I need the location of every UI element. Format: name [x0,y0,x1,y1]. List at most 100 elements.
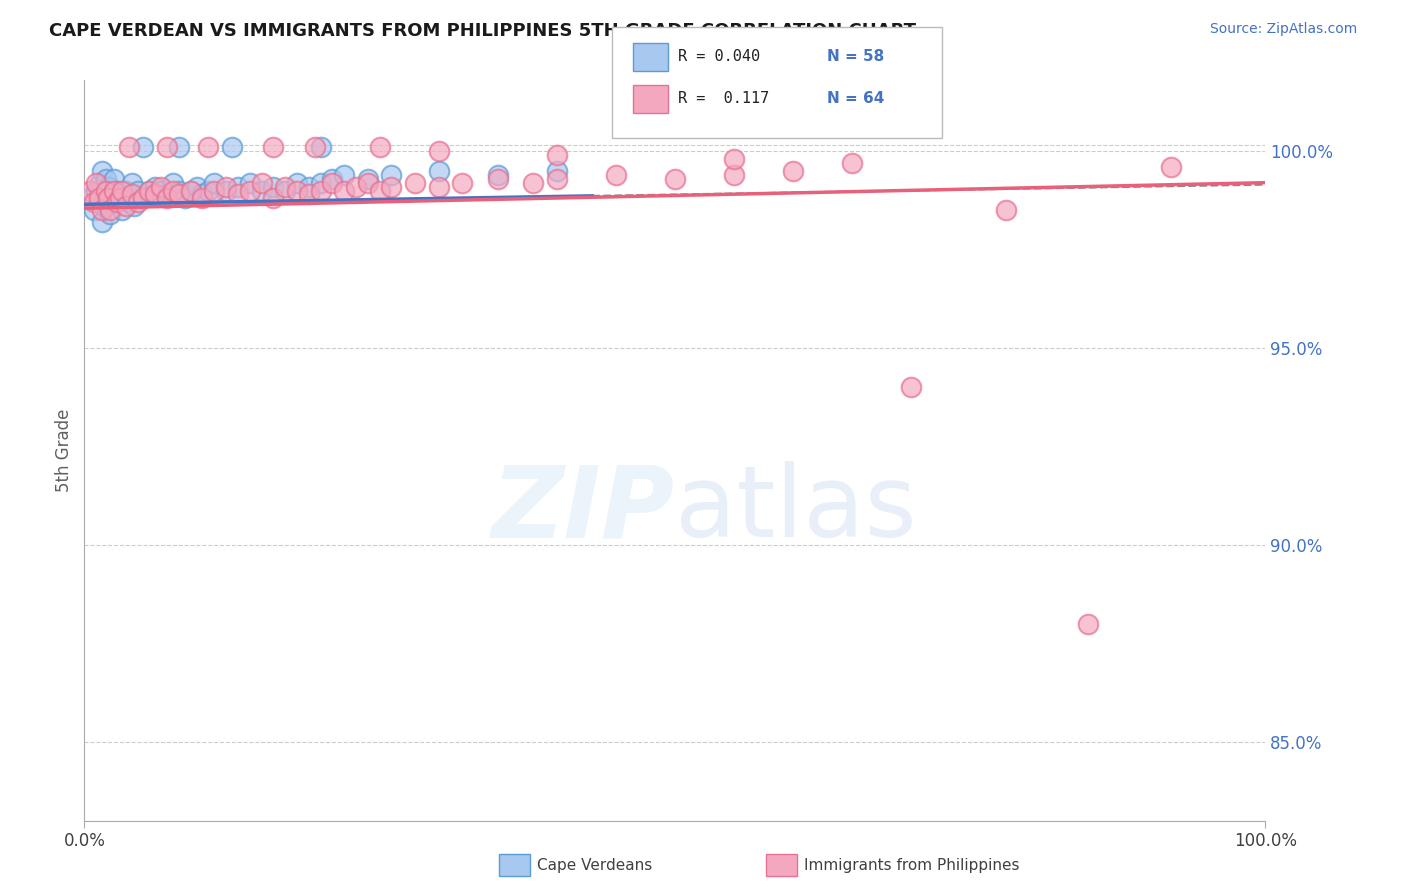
Point [344,179,367,194]
Point [262,191,284,205]
Point [118,195,141,210]
Point [357,176,380,190]
Point [167,140,190,154]
Point [250,176,273,190]
Point [1077,616,1099,631]
Text: Cape Verdeans: Cape Verdeans [537,858,652,872]
Point [97,191,120,205]
Point [138,184,160,198]
Point [321,171,343,186]
Point [162,176,184,190]
Point [309,184,332,198]
Point [87,191,110,205]
Point [167,184,190,198]
Point [108,191,131,205]
Point [546,148,568,162]
Point [380,168,402,182]
Point [132,191,155,205]
Point [321,176,343,190]
Point [1160,160,1182,174]
Point [664,171,686,186]
Point [197,140,219,154]
Point [368,140,391,154]
Point [215,184,238,198]
Point [546,164,568,178]
Point [97,195,120,210]
Point [121,176,143,190]
Point [427,164,450,178]
Text: ZIP: ZIP [492,461,675,558]
Point [98,203,121,218]
Point [138,184,160,198]
Point [546,171,568,186]
Point [150,184,173,198]
Point [202,176,225,190]
Point [127,184,149,198]
Point [723,152,745,166]
Point [91,215,114,229]
Point [186,179,208,194]
Point [304,140,326,154]
Point [226,179,249,194]
Point [101,195,124,210]
Point [98,179,121,194]
Y-axis label: 5th Grade: 5th Grade [55,409,73,492]
Point [94,184,117,198]
Point [167,187,190,202]
Point [97,184,120,198]
Point [132,140,155,154]
Point [605,168,627,182]
Point [83,195,105,210]
Point [114,199,136,213]
Point [111,184,134,198]
Point [357,171,380,186]
Point [143,179,166,194]
Point [107,184,129,198]
Point [309,140,332,154]
Point [900,380,922,394]
Point [427,144,450,158]
Point [380,179,402,194]
Point [202,184,225,198]
Point [427,179,450,194]
Point [91,203,114,218]
Point [191,187,214,202]
Point [84,184,107,198]
Text: atlas: atlas [675,461,917,558]
Point [298,187,321,202]
Point [994,203,1017,218]
Point [333,184,356,198]
Point [100,187,122,202]
Point [122,199,145,213]
Point [156,140,179,154]
Point [274,184,297,198]
Point [173,191,195,205]
Text: CAPE VERDEAN VS IMMIGRANTS FROM PHILIPPINES 5TH GRADE CORRELATION CHART: CAPE VERDEAN VS IMMIGRANTS FROM PHILIPPI… [49,22,917,40]
Point [298,179,321,194]
Point [197,184,219,198]
Point [368,184,391,198]
Point [94,171,117,186]
Point [262,140,284,154]
Point [486,168,509,182]
Point [191,191,214,205]
Point [221,140,243,154]
Point [87,191,110,205]
Point [89,176,111,190]
Point [98,207,121,221]
Point [226,187,249,202]
Point [91,164,114,178]
Text: R = 0.040: R = 0.040 [678,49,759,63]
Point [522,176,544,190]
Point [79,191,101,205]
Point [84,176,107,190]
Point [239,184,262,198]
Point [118,140,141,154]
Point [285,184,308,198]
Point [404,176,426,190]
Text: N = 58: N = 58 [827,49,884,63]
Point [94,184,117,198]
Point [103,171,125,186]
Point [215,179,238,194]
Point [114,184,136,198]
